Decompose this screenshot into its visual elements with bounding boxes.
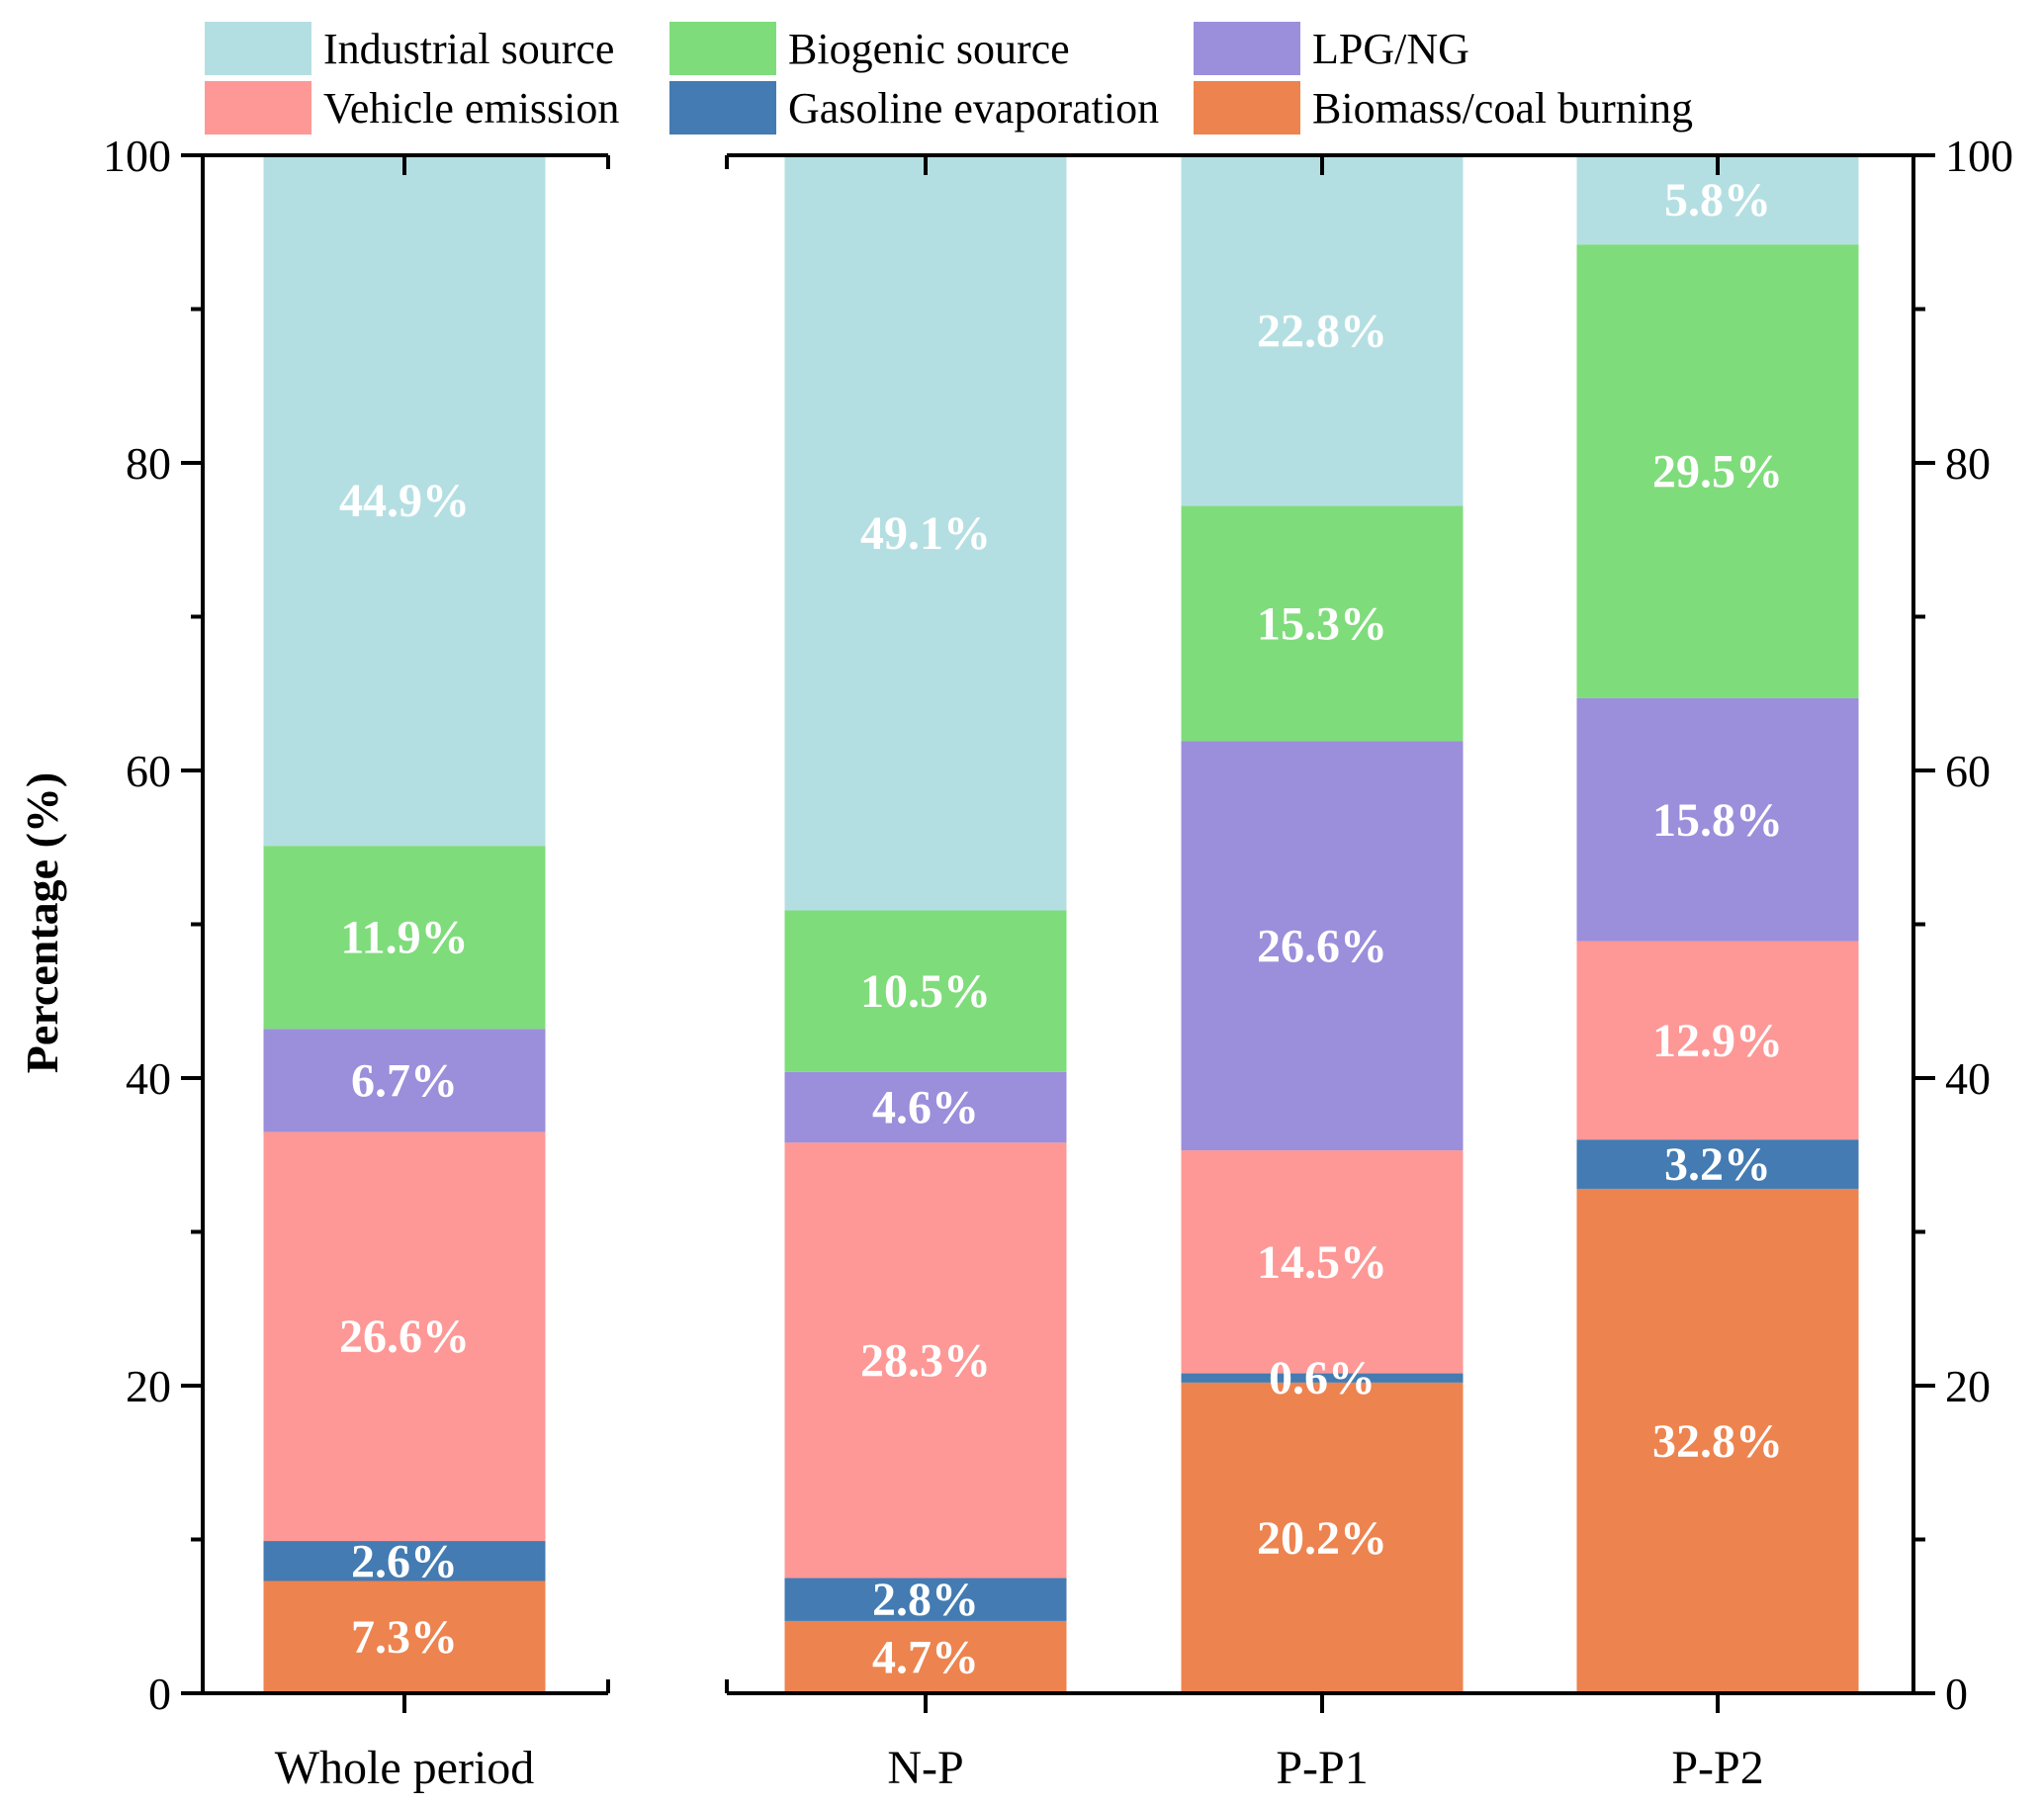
data-label-biomass-coal-burning-p-p1: 20.2% bbox=[1257, 1512, 1387, 1565]
legend-label-vehicle-emission: Vehicle emission bbox=[323, 84, 619, 133]
legend-item-lpg-ng: LPG/NG bbox=[1194, 22, 1469, 75]
data-label-gasoline-evaporation-whole-period: 2.6% bbox=[351, 1535, 458, 1587]
data-label-biogenic-source-p-p1: 15.3% bbox=[1257, 597, 1387, 650]
y-tick-label-left: 40 bbox=[126, 1053, 171, 1104]
bar-segment-biogenic-source-p-p2 bbox=[1576, 244, 1859, 698]
data-label-biomass-coal-burning-n-p: 4.7% bbox=[872, 1631, 979, 1683]
legend-swatch-biomass-coal-burning bbox=[1194, 81, 1300, 135]
bar-labels-group: 7.3% 2.6% 26.6% 6.7% 11.9% 44.9% 4.7%2.8% 28.3%… bbox=[339, 174, 1783, 1683]
y-tick-label-left: 0 bbox=[148, 1669, 171, 1719]
y-tick-label-right: 40 bbox=[1945, 1053, 1991, 1104]
data-label-biomass-coal-burning-whole-period: 7.3% bbox=[351, 1611, 458, 1664]
data-label-industrial-source-p-p1: 22.8% bbox=[1257, 305, 1387, 357]
data-label-lpg-ng-whole-period: 6.7% bbox=[351, 1054, 458, 1107]
bar-segment-vehicle-emission-n-p bbox=[784, 1142, 1067, 1579]
legend-label-biomass-coal-burning: Biomass/coal burning bbox=[1312, 84, 1693, 133]
data-label-lpg-ng-p-p1: 26.6% bbox=[1257, 920, 1387, 972]
data-label-lpg-ng-p-p2: 15.8% bbox=[1652, 794, 1783, 847]
legend-swatch-gasoline-evaporation bbox=[669, 81, 776, 135]
bar-segment-industrial-source-n-p bbox=[784, 155, 1067, 911]
y-tick-label-left: 60 bbox=[126, 746, 171, 796]
legend-item-biogenic-source: Biogenic source bbox=[669, 22, 1070, 75]
bar-segment-vehicle-emission-p-p2 bbox=[1576, 941, 1859, 1140]
y-tick-label-left: 80 bbox=[126, 438, 171, 489]
data-label-industrial-source-n-p: 49.1% bbox=[860, 507, 991, 560]
data-label-biogenic-source-n-p: 10.5% bbox=[860, 965, 991, 1018]
y-axis-label: Percentage (%) bbox=[17, 772, 67, 1073]
y-tick-label-right: 0 bbox=[1945, 1669, 1968, 1719]
legend-label-gasoline-evaporation: Gasoline evaporation bbox=[788, 84, 1159, 133]
y-tick-label-right: 100 bbox=[1945, 131, 2013, 181]
legend-item-biomass-coal-burning: Biomass/coal burning bbox=[1194, 81, 1693, 135]
data-label-gasoline-evaporation-p-p1: 0.6% bbox=[1269, 1352, 1376, 1404]
data-label-vehicle-emission-p-p1: 14.5% bbox=[1257, 1236, 1387, 1289]
bar-segment-industrial-source-p-p1 bbox=[1181, 155, 1464, 506]
data-label-vehicle-emission-n-p: 28.3% bbox=[860, 1334, 991, 1387]
chart-legend: Industrial source Biogenic source LPG/NG Ve… bbox=[205, 22, 1693, 135]
legend-label-lpg-ng: LPG/NG bbox=[1312, 25, 1469, 73]
x-tick-label-n-p: N-P bbox=[887, 1742, 963, 1794]
legend-swatch-vehicle-emission bbox=[205, 81, 311, 135]
bar-segment-lpg-ng-n-p bbox=[784, 1071, 1067, 1143]
axes-group: 0 0 20 20 40 40 60 60 80 80 100 100 Whole period N-P P… bbox=[103, 131, 2013, 1794]
data-label-biogenic-source-whole-period: 11.9% bbox=[340, 912, 468, 964]
data-label-industrial-source-whole-period: 44.9% bbox=[339, 475, 470, 527]
bar-segment-biomass-coal-burning-whole-period bbox=[263, 1581, 546, 1693]
data-label-vehicle-emission-whole-period: 26.6% bbox=[339, 1310, 470, 1363]
bar-segment-biomass-coal-burning-n-p bbox=[784, 1620, 1067, 1693]
y-tick-label-right: 20 bbox=[1945, 1361, 1991, 1411]
legend-label-industrial-source: Industrial source bbox=[323, 25, 614, 73]
bars-group bbox=[263, 155, 1859, 1693]
legend-swatch-biogenic-source bbox=[669, 22, 776, 75]
bar-segment-biomass-coal-burning-p-p1 bbox=[1181, 1382, 1464, 1693]
bar-segment-biomass-coal-burning-p-p2 bbox=[1576, 1188, 1859, 1693]
bar-segment-biogenic-source-n-p bbox=[784, 910, 1067, 1072]
bar-segment-lpg-ng-whole-period bbox=[263, 1029, 546, 1132]
bar-segment-industrial-source-whole-period bbox=[263, 155, 546, 847]
x-tick-label-p-p2: P-P2 bbox=[1671, 1742, 1763, 1794]
bar-segment-biogenic-source-whole-period bbox=[263, 846, 546, 1030]
data-label-lpg-ng-n-p: 4.6% bbox=[872, 1082, 979, 1134]
data-label-biogenic-source-p-p2: 29.5% bbox=[1652, 446, 1783, 498]
x-tick-label-whole-period: Whole period bbox=[275, 1742, 535, 1794]
data-label-vehicle-emission-p-p2: 12.9% bbox=[1652, 1015, 1783, 1067]
bar-segment-lpg-ng-p-p2 bbox=[1576, 697, 1859, 942]
y-tick-label-right: 80 bbox=[1945, 438, 1991, 489]
data-label-industrial-source-p-p2: 5.8% bbox=[1664, 174, 1771, 226]
data-label-biomass-coal-burning-p-p2: 32.8% bbox=[1652, 1415, 1783, 1468]
y-tick-label-left: 100 bbox=[103, 131, 171, 181]
bar-segment-vehicle-emission-whole-period bbox=[263, 1131, 546, 1542]
bar-segment-vehicle-emission-p-p1 bbox=[1181, 1150, 1464, 1374]
legend-swatch-industrial-source bbox=[205, 22, 311, 75]
data-label-gasoline-evaporation-p-p2: 3.2% bbox=[1664, 1138, 1771, 1191]
x-tick-label-p-p1: P-P1 bbox=[1276, 1742, 1368, 1794]
legend-item-industrial-source: Industrial source bbox=[205, 22, 614, 75]
bar-segment-gasoline-evaporation-p-p1 bbox=[1181, 1373, 1464, 1383]
data-label-gasoline-evaporation-n-p: 2.8% bbox=[872, 1574, 979, 1626]
bar-segment-gasoline-evaporation-whole-period bbox=[263, 1541, 546, 1581]
bar-segment-gasoline-evaporation-n-p bbox=[784, 1578, 1067, 1621]
bar-segment-lpg-ng-p-p1 bbox=[1181, 741, 1464, 1151]
legend-item-gasoline-evaporation: Gasoline evaporation bbox=[669, 81, 1159, 135]
bar-segment-gasoline-evaporation-p-p2 bbox=[1576, 1139, 1859, 1189]
legend-label-biogenic-source: Biogenic source bbox=[788, 25, 1070, 73]
bar-segment-biogenic-source-p-p1 bbox=[1181, 505, 1464, 742]
y-tick-label-left: 20 bbox=[126, 1361, 171, 1411]
y-tick-label-right: 60 bbox=[1945, 746, 1991, 796]
legend-item-vehicle-emission: Vehicle emission bbox=[205, 81, 619, 135]
legend-swatch-lpg-ng bbox=[1194, 22, 1300, 75]
